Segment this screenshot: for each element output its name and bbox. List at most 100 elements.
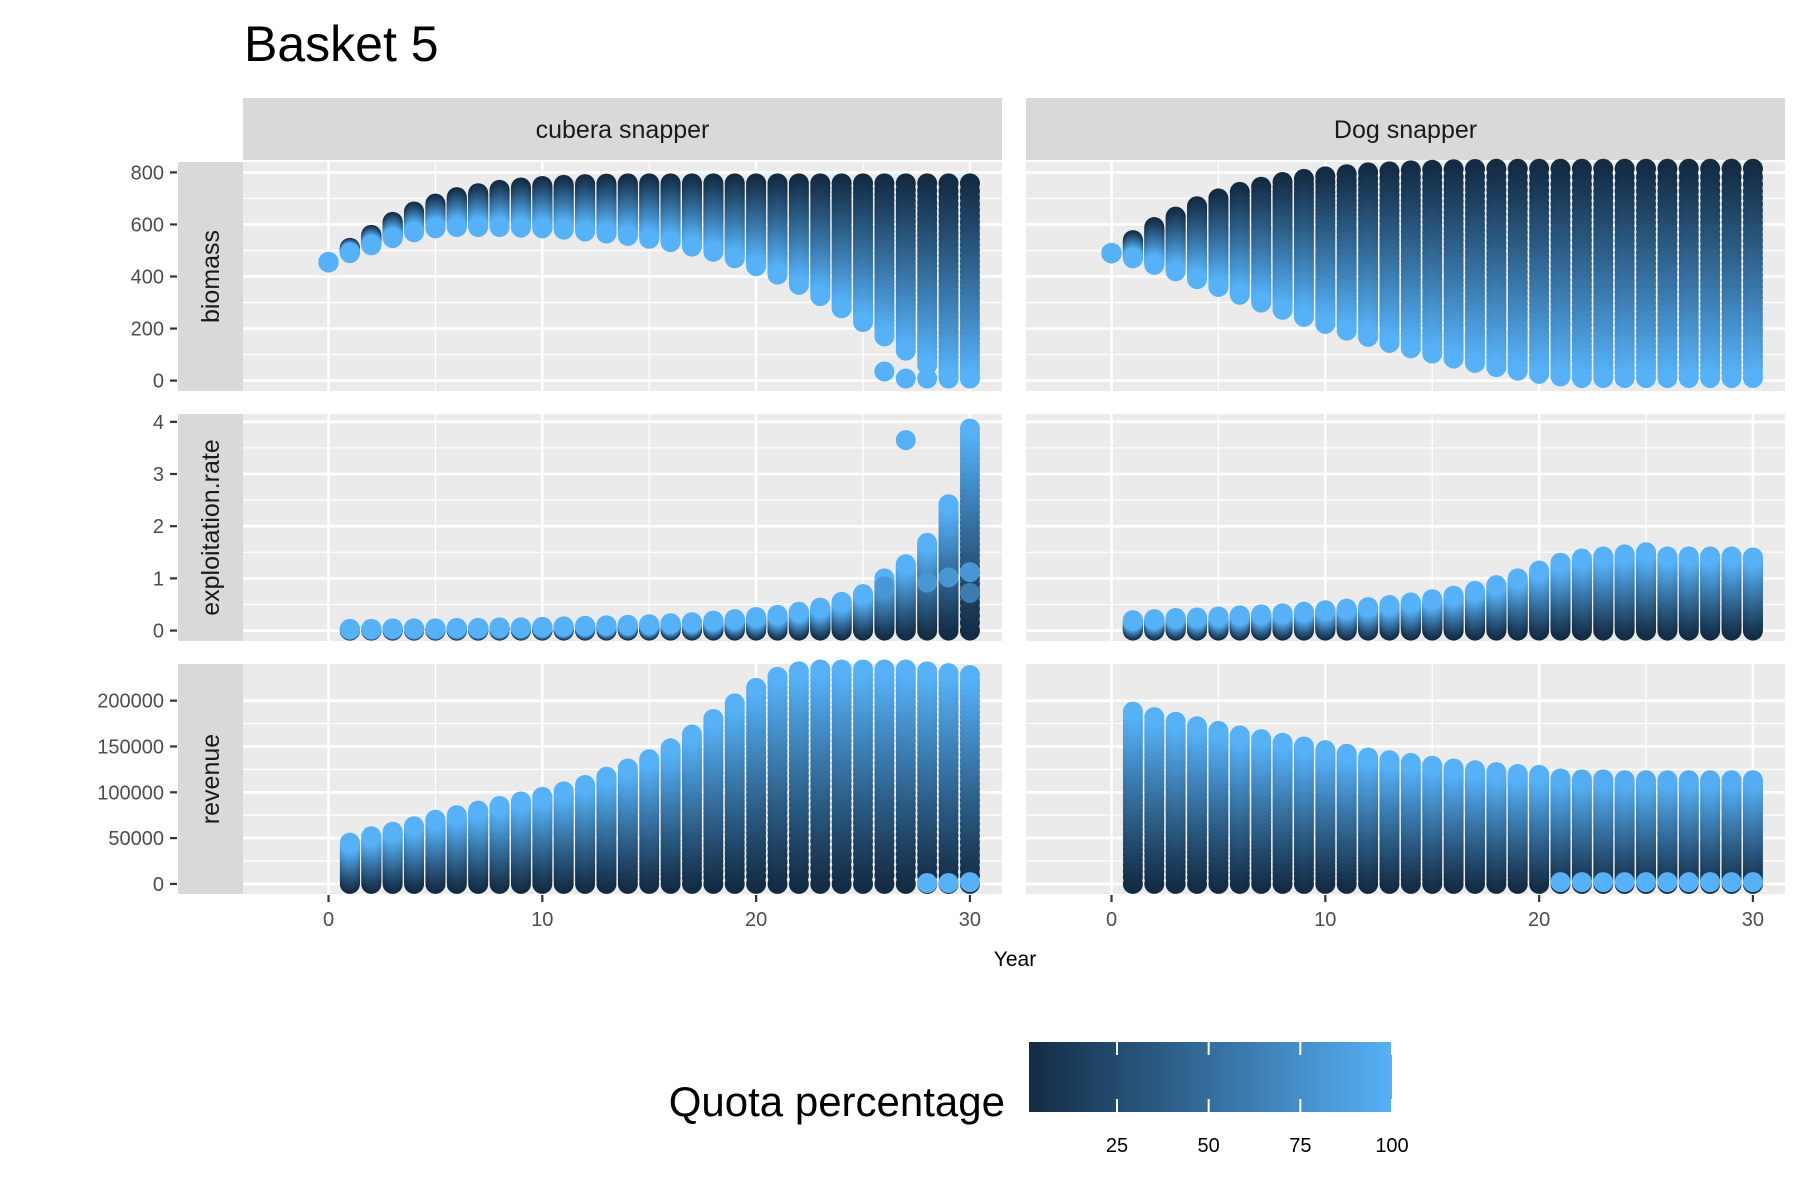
data-point (660, 613, 681, 634)
data-point (1700, 367, 1721, 388)
x-tick-label: 10 (1314, 909, 1336, 931)
y-tick-label: 0 (153, 874, 164, 896)
x-tick-label: 20 (745, 909, 767, 931)
data-point (1443, 585, 1464, 606)
data-point (361, 618, 382, 639)
y-tick-label: 2 (153, 516, 164, 538)
data-point (767, 604, 788, 625)
data-point (596, 223, 617, 244)
data-point (1422, 589, 1443, 610)
data-point (1507, 568, 1528, 589)
facet-strip-row (178, 162, 243, 391)
data-point (788, 274, 809, 295)
y-tick-label: 800 (131, 162, 164, 184)
data-point (1571, 367, 1592, 388)
facet-strip-label: Dog snapper (1334, 116, 1477, 144)
data-point (959, 582, 980, 603)
facet-strip-label: revenue (197, 734, 225, 824)
data-point (1315, 313, 1336, 334)
data-point (1229, 284, 1250, 305)
data-point (1593, 367, 1614, 388)
data-point (468, 800, 489, 821)
data-point (959, 562, 980, 583)
data-point (810, 597, 831, 618)
data-point (1187, 607, 1208, 628)
data-point (361, 826, 382, 847)
data-point (1550, 366, 1571, 387)
data-point (382, 821, 403, 842)
data-point (874, 326, 895, 347)
data-point (1379, 594, 1400, 615)
data-point (382, 227, 403, 248)
data-point (1122, 248, 1143, 269)
y-tick-label: 0 (153, 371, 164, 393)
data-point (724, 609, 745, 630)
data-point (874, 576, 895, 597)
data-point (425, 218, 446, 239)
data-point (810, 286, 831, 307)
data-point (1593, 546, 1614, 567)
data-point (895, 368, 916, 389)
data-point (468, 217, 489, 238)
data-point (1336, 598, 1357, 619)
data-point (895, 554, 916, 575)
data-point (1272, 299, 1293, 320)
data-point (532, 616, 553, 637)
data-point (938, 368, 959, 389)
data-point (1657, 367, 1678, 388)
data-point (596, 615, 617, 636)
y-tick-label: 200 (131, 319, 164, 341)
data-point (339, 618, 360, 639)
facet-strip-row (178, 414, 243, 641)
data-point (446, 217, 467, 238)
data-point (639, 228, 660, 249)
data-point (1636, 542, 1657, 563)
facet-strip-column (243, 98, 1002, 160)
facet-strip-column (1026, 98, 1785, 160)
x-tick-label: 0 (1106, 909, 1117, 931)
data-point (468, 617, 489, 638)
y-tick-label: 600 (131, 214, 164, 236)
data-point (1358, 597, 1379, 618)
data-point (1614, 367, 1635, 388)
data-point (938, 567, 959, 588)
data-point (724, 248, 745, 269)
data-point (510, 217, 531, 238)
y-tick-label: 100000 (97, 782, 164, 804)
x-tick-label: 0 (323, 909, 334, 931)
data-point (1721, 367, 1742, 388)
data-points (318, 158, 1763, 894)
data-point (853, 584, 874, 605)
data-point (1208, 606, 1229, 627)
data-point (1614, 544, 1635, 565)
chart-title: Basket 5 (244, 16, 439, 72)
data-point (1122, 610, 1143, 631)
facet-strip-label: biomass (197, 230, 225, 323)
data-point (339, 243, 360, 264)
data-point (1208, 276, 1229, 297)
data-point (874, 361, 895, 382)
data-point (895, 430, 916, 451)
y-tick-label: 4 (153, 412, 164, 434)
data-point (1571, 548, 1592, 569)
data-point (1486, 357, 1507, 378)
data-point (1165, 608, 1186, 629)
data-point (1165, 261, 1186, 282)
data-point (767, 264, 788, 285)
data-point (1529, 363, 1550, 384)
y-tick-label: 1 (153, 568, 164, 590)
y-tick-label: 0 (153, 621, 164, 643)
data-point (446, 805, 467, 826)
facet-strip-label: cubera snapper (536, 116, 710, 144)
data-point (831, 298, 852, 319)
data-point (1293, 601, 1314, 622)
data-point (510, 617, 531, 638)
y-tick-label: 150000 (97, 736, 164, 758)
data-point (853, 312, 874, 333)
data-point (1721, 546, 1742, 567)
data-point (1742, 547, 1763, 568)
x-tick-label: 10 (531, 909, 553, 931)
data-point (1358, 326, 1379, 347)
data-point (532, 218, 553, 239)
data-point (1443, 348, 1464, 369)
